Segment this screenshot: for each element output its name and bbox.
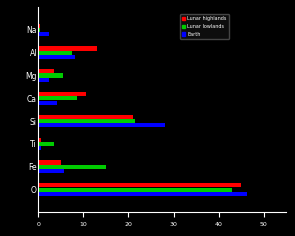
Bar (38, 123, 165, 127)
Bar (38, 119, 135, 123)
Bar (38, 101, 57, 105)
Bar (38, 96, 77, 100)
Bar (38, 165, 106, 169)
Bar (38, 142, 54, 146)
Bar (38, 115, 133, 119)
Bar (38, 169, 64, 173)
Bar (38, 160, 61, 164)
Bar (38, 138, 41, 142)
Bar (38, 69, 54, 73)
Bar (38, 28, 40, 32)
Bar (38, 32, 49, 36)
Bar (38, 188, 232, 192)
Bar (38, 78, 49, 82)
Bar (38, 146, 41, 150)
Bar (38, 24, 40, 28)
Legend: Lunar highlands, Lunar lowlands, Earth: Lunar highlands, Lunar lowlands, Earth (180, 14, 229, 39)
Bar (38, 92, 86, 96)
Bar (38, 183, 241, 187)
Bar (38, 73, 63, 78)
Bar (38, 192, 248, 196)
Bar (38, 55, 76, 59)
Bar (38, 51, 72, 55)
Bar (38, 46, 97, 51)
